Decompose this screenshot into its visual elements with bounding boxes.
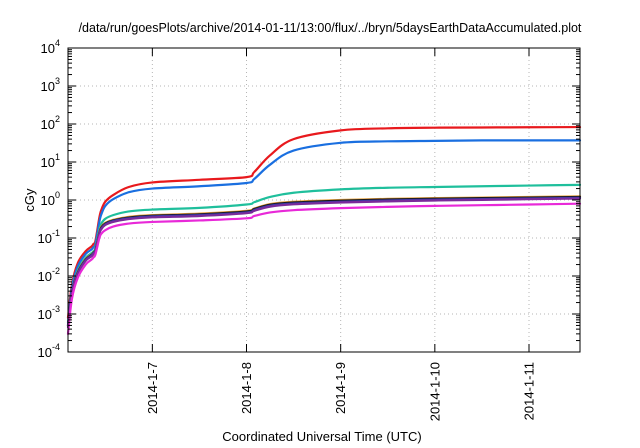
y-tick-label: 10-3: [38, 304, 60, 322]
y-tick-exponent: 3: [55, 76, 60, 86]
y-tick-exponent: 2: [55, 114, 60, 124]
series-line: [66, 202, 582, 335]
y-tick-base: 10: [41, 117, 55, 132]
series-line: [66, 197, 582, 329]
y-tick-exponent: -2: [52, 266, 60, 276]
y-tick-label: 102: [41, 114, 60, 132]
x-tick-label: 2014-1-9: [333, 362, 348, 414]
y-tick-exponent: -3: [52, 304, 60, 314]
ticks: [68, 47, 580, 353]
y-tick-base: 10: [38, 269, 52, 284]
y-tick-exponent: 0: [55, 190, 60, 200]
y-tick-base: 10: [41, 79, 55, 94]
x-axis-label: Coordinated Universal Time (UTC): [222, 429, 421, 444]
y-tick-label: 103: [41, 76, 60, 94]
y-axis-label: cGy: [22, 188, 37, 212]
series-line: [66, 139, 582, 324]
x-tick-label: 2014-1-7: [145, 362, 160, 414]
y-tick-base: 10: [41, 193, 55, 208]
x-tick-label: 2014-1-11: [521, 362, 536, 420]
y-tick-exponent: -1: [52, 228, 60, 238]
y-tick-exponent: 1: [55, 152, 60, 162]
y-tick-base: 10: [38, 345, 52, 360]
series-line: [66, 125, 582, 319]
series-group: [66, 125, 582, 335]
y-tick-label: 104: [41, 38, 60, 56]
x-tick-label: 2014-1-10: [427, 362, 442, 421]
x-tick-labels: 2014-1-7 2014-1-8 2014-1-9 2014-1-10 2014-1-…: [145, 362, 537, 421]
y-tick-base: 10: [38, 307, 52, 322]
chart-title: /data/run/goesPlots/archive/2014-01-11/1…: [79, 21, 582, 35]
x-tick-label: 2014-1-8: [239, 362, 254, 414]
y-tick-exponent: 4: [55, 38, 60, 48]
y-tick-base: 10: [38, 231, 52, 246]
y-tick-label: 10-1: [38, 228, 60, 246]
y-tick-label: 100: [41, 190, 60, 208]
y-tick-exponent: -4: [52, 342, 60, 352]
y-tick-base: 10: [41, 155, 55, 170]
y-tick-label: 10-2: [38, 266, 60, 284]
y-tick-label: 101: [41, 152, 60, 170]
y-tick-base: 10: [41, 41, 55, 56]
y-tick-label: 10-4: [38, 342, 60, 360]
